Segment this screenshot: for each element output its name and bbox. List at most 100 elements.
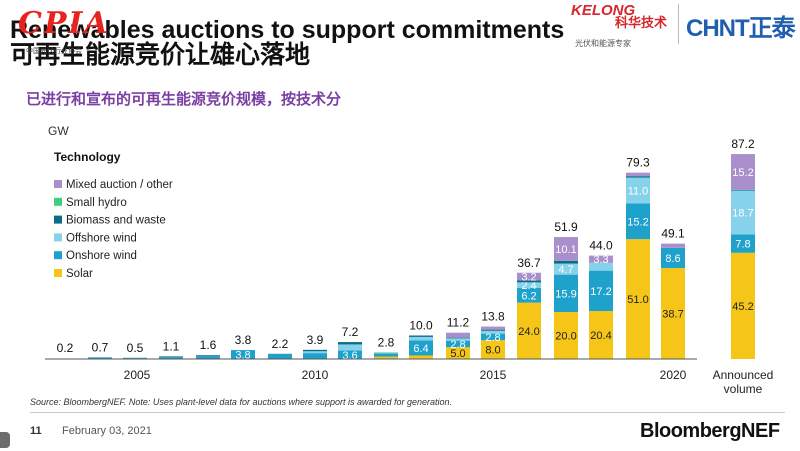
- bar-segment: [626, 172, 650, 177]
- bar-segment: [481, 326, 505, 330]
- bar-segment-label: 20.0: [555, 331, 576, 343]
- chnt-logo: CHNT正泰: [686, 15, 796, 42]
- legend-swatch-mixed-auction-other: [54, 180, 62, 188]
- slide-title: Renewables auctions to support commitmen…: [10, 16, 565, 69]
- bar-segment: [517, 272, 541, 281]
- bar-segment-label: 15.9: [555, 288, 576, 300]
- bar-segment-label: 24.0: [518, 326, 539, 338]
- bar-segment-label: 6.4: [413, 343, 428, 355]
- bar-segment: [589, 311, 613, 359]
- bar-total-label: 11.2: [447, 316, 470, 330]
- bar-segment: [196, 355, 220, 357]
- bar-segment: [626, 176, 650, 178]
- bar-segment-label: 11.0: [628, 186, 649, 198]
- bar-segment: [517, 282, 541, 289]
- bar-segment: [517, 288, 541, 303]
- bar-segment: [303, 349, 327, 352]
- bar-segment: [338, 342, 362, 345]
- bar-segment: [626, 203, 650, 240]
- bar-total-label: 3.8: [235, 333, 252, 347]
- bar-segment-label: 7.8: [735, 239, 750, 251]
- bar-segment-label: 8.0: [485, 345, 500, 357]
- bar-segment: [626, 239, 650, 359]
- bar-segment: [661, 243, 685, 248]
- x-tick-label: 2020: [660, 368, 687, 382]
- bar-segment-label: 2.8: [485, 332, 500, 344]
- bar-segment: [409, 340, 433, 356]
- bar-total-label: 44.0: [589, 239, 613, 253]
- cpia-logo: CPIA 中国光伏行业协会: [18, 6, 128, 58]
- bar-segment: [409, 355, 433, 359]
- bar-segment-label: 6.2: [521, 290, 536, 302]
- bar-segment: [661, 268, 685, 359]
- bar-segment-label: 45.2: [732, 301, 753, 313]
- legend-label-biomass-and-waste: Biomass and waste: [66, 215, 166, 227]
- bar-total-label: 1.6: [200, 338, 217, 352]
- bar-segment: [303, 353, 327, 359]
- x-tick-label: 2015: [480, 368, 507, 382]
- bar-segment: [374, 353, 398, 357]
- bar-segment: [446, 340, 470, 348]
- x-tick-label-line1: Announced: [713, 368, 774, 382]
- bar-total-label: 1.1: [163, 339, 180, 353]
- bar-total-label: 2.2: [272, 337, 289, 351]
- bar-segment-label: 17.2: [590, 286, 611, 298]
- bar-segment: [231, 350, 255, 359]
- bar-segment: [409, 335, 433, 337]
- bar-segment: [446, 337, 470, 339]
- legend-label-small-hydro: Small hydro: [66, 197, 127, 209]
- bloombergnef-logo: BloombergNEF: [640, 420, 780, 442]
- bar-segment: [554, 237, 578, 261]
- bar-segment-label: 51.0: [627, 294, 648, 306]
- bar-segment: [731, 190, 755, 235]
- stacked-bar-chart: GW Technology Mixed auction / other Small h…: [45, 124, 774, 396]
- bar-segment: [303, 351, 327, 354]
- bar-total-label: 0.7: [92, 340, 109, 354]
- bar-segment-label: 5.0: [450, 348, 465, 360]
- legend-label-offshore-wind: Offshore wind: [66, 232, 137, 244]
- bar-segment: [88, 357, 112, 359]
- bar-segment: [731, 234, 755, 253]
- bar-segment-label: 18.7: [732, 207, 753, 219]
- legend-swatch-solar: [54, 269, 62, 277]
- bar-segment: [159, 357, 183, 359]
- slide-subtitle: 已进行和宣布的可再生能源竞价规模，按技术分: [26, 91, 342, 108]
- kelong-logo-mark: KELONG: [571, 2, 636, 19]
- bar-segment: [374, 356, 398, 359]
- bar-segment: [731, 154, 755, 190]
- bar-segment: [481, 330, 505, 334]
- bar-segment-label: 20.4: [590, 330, 611, 342]
- bar-segment: [589, 255, 613, 263]
- y-axis-unit-label: GW: [48, 124, 69, 138]
- logo-divider: [678, 4, 679, 44]
- bar-segment: [446, 338, 470, 341]
- bar-segment: [446, 347, 470, 359]
- bar-segment: [626, 177, 650, 204]
- bar-total-label: 13.8: [481, 310, 505, 324]
- legend-label-solar: Solar: [66, 268, 93, 280]
- slide-nav-icon[interactable]: [0, 432, 10, 448]
- kelong-logo-cn: 科华技术: [615, 15, 668, 30]
- bar-segment-label: 2.8: [450, 339, 465, 351]
- legend-label-onshore-wind: Onshore wind: [66, 250, 137, 262]
- footer-date: February 03, 2021: [62, 425, 152, 437]
- legend-swatch-onshore-wind: [54, 251, 62, 260]
- bar-segment-label: 3.6: [342, 350, 357, 362]
- bar-segment: [731, 189, 755, 191]
- bar-segment-label: 8.6: [665, 253, 680, 265]
- bar-total-label: 51.9: [554, 220, 578, 234]
- bar-total-label: 49.1: [661, 227, 685, 241]
- cpia-logo-subtext: 中国光伏行业协会: [26, 48, 82, 55]
- bar-total-label: 0.2: [57, 341, 74, 355]
- x-tick-label: 2005: [124, 368, 151, 382]
- bar-segment-label: 15.2: [732, 167, 753, 179]
- bar-segment: [481, 333, 505, 341]
- legend-label-mixed-auction-other: Mixed auction / other: [66, 179, 173, 191]
- bar-segment: [481, 329, 505, 331]
- bar-segment: [159, 356, 183, 358]
- x-tick-label-line2: volume: [724, 382, 763, 396]
- bar-segment: [554, 260, 578, 264]
- cpia-logo-mark: CPIA: [18, 6, 110, 41]
- page-number: 11: [30, 425, 42, 437]
- bar-total-label: 7.2: [342, 325, 359, 339]
